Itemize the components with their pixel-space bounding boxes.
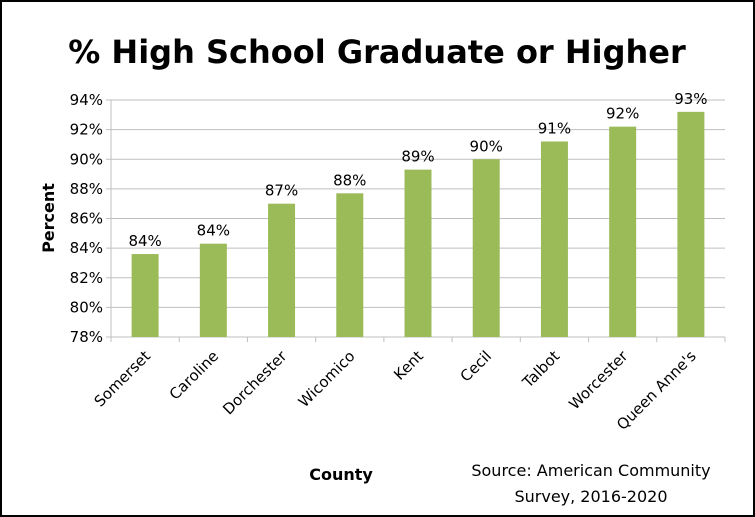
data-label: 92% [606,105,639,123]
y-tick-label: 78% [70,328,103,346]
bar [677,111,705,337]
data-label: 93% [674,90,707,108]
x-category-label: Somerset [91,347,154,410]
y-tick-label: 88% [70,180,103,198]
y-tick-label: 90% [70,150,103,168]
data-label: 88% [333,171,366,189]
bars [131,111,705,337]
source-note-line-2: Survey, 2016-2020 [514,487,667,506]
x-category-label: Caroline [166,347,222,403]
data-label: 87% [265,182,298,200]
y-axis-title: Percent [39,183,58,253]
x-category-label: Worcester [565,347,632,414]
bar [199,243,227,337]
y-tick-label: 80% [70,298,103,316]
data-label: 90% [470,137,503,155]
x-axis-title: County [309,465,373,484]
data-label: 89% [401,148,434,166]
x-category-label: Cecil [457,347,495,385]
chart-title: % High School Graduate or Higher [68,33,686,71]
data-label: 84% [197,222,230,240]
data-label: 84% [128,232,161,250]
x-category-label: Wicomico [295,347,359,411]
bar [336,193,364,337]
y-axis-ticks: 78% 80% 82% 84% 86% 88% 90% 92% 94% [70,91,111,346]
bar [131,254,159,337]
source-note-line-1: Source: American Community [471,461,710,480]
x-category-label: Talbot [518,347,563,392]
x-category-label: Kent [390,347,427,384]
y-tick-label: 92% [70,121,103,139]
data-label: 91% [538,119,571,137]
bar [540,141,568,337]
bar [609,126,637,337]
y-tick-label: 86% [70,210,103,228]
y-tick-label: 82% [70,269,103,287]
x-category-label: Dorchester [219,347,291,419]
bar [404,169,432,337]
y-tick-label: 94% [70,91,103,109]
bar [472,159,500,337]
y-tick-label: 84% [70,239,103,257]
bar [268,203,296,337]
data-labels: 84% 84% 87% 88% 89% 90% 91% 92% 93% [128,90,707,250]
